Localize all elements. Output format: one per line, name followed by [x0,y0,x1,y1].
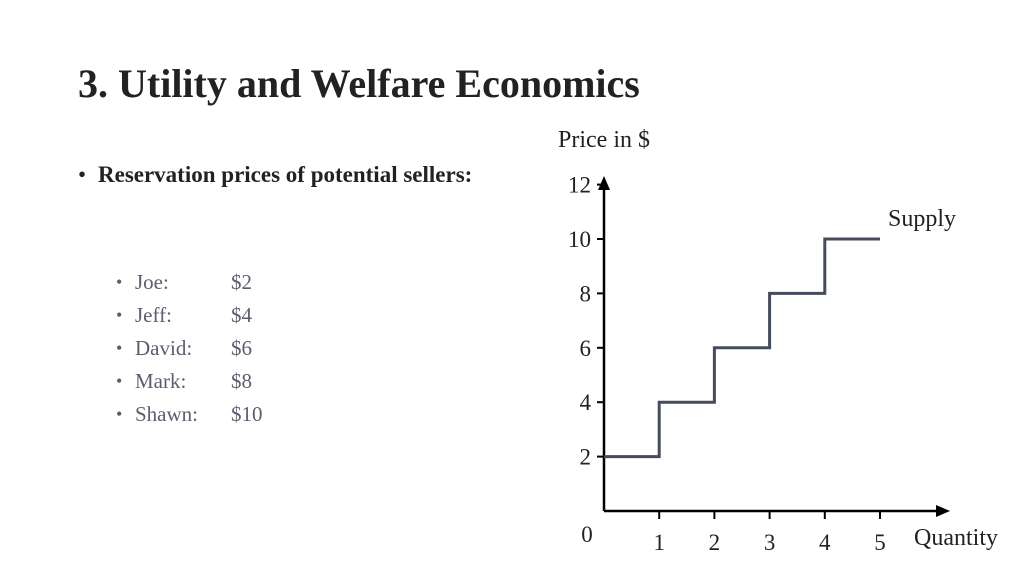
list-item: • Joe: $2 [116,268,356,301]
bullet-text: Reservation prices of potential sellers: [98,162,473,187]
x-tick-label: 4 [819,530,831,555]
x-axis-arrow [936,505,950,517]
bullet-dot: • [116,338,123,358]
seller-name: Jeff: [135,303,172,327]
bullet-dot: • [116,272,123,292]
seller-name: Mark: [135,369,187,393]
seller-list: • Joe: $2 • Jeff: $4 • David: $6 • Mark:… [116,268,356,433]
series-label: Supply [888,206,956,232]
y-tick-label: 2 [580,445,592,470]
bullet-dot: • [78,162,87,187]
list-item: • Shawn: $10 [116,400,356,433]
x-tick-label: 1 [653,530,665,555]
seller-price: $4 [231,303,252,327]
y-tick-label: 6 [580,336,592,361]
list-item: • Mark: $8 [116,367,356,400]
x-tick-label: 5 [874,530,886,555]
slide-title: 3. Utility and Welfare Economics [78,61,640,106]
seller-name: Shawn: [135,402,198,426]
bullet-dot: • [116,305,123,325]
seller-price: $8 [231,369,252,393]
y-tick-label: 4 [580,390,592,415]
seller-name: David: [135,336,193,360]
seller-price: $6 [231,336,252,360]
bullet-dot: • [116,371,123,391]
y-axis-arrow [598,176,610,190]
supply-line [604,237,880,459]
x-axis-label: Quantity [914,525,998,551]
bullet-dot: • [116,404,123,424]
seller-price: $10 [231,402,263,426]
x-tick-label: 2 [709,530,721,555]
y-axis-label: Price in $ [558,127,650,153]
seller-name: Joe: [135,270,169,294]
main-bullet: • Reservation prices of potential seller… [78,158,498,192]
x-tick-label: 3 [764,530,776,555]
list-item: • Jeff: $4 [116,301,356,334]
y-tick-label: 12 [568,173,591,198]
y-tick-label: 8 [580,281,592,306]
origin-label: 0 [581,522,593,547]
list-item: • David: $6 [116,334,356,367]
y-tick-label: 10 [568,227,591,252]
seller-price: $2 [231,270,252,294]
